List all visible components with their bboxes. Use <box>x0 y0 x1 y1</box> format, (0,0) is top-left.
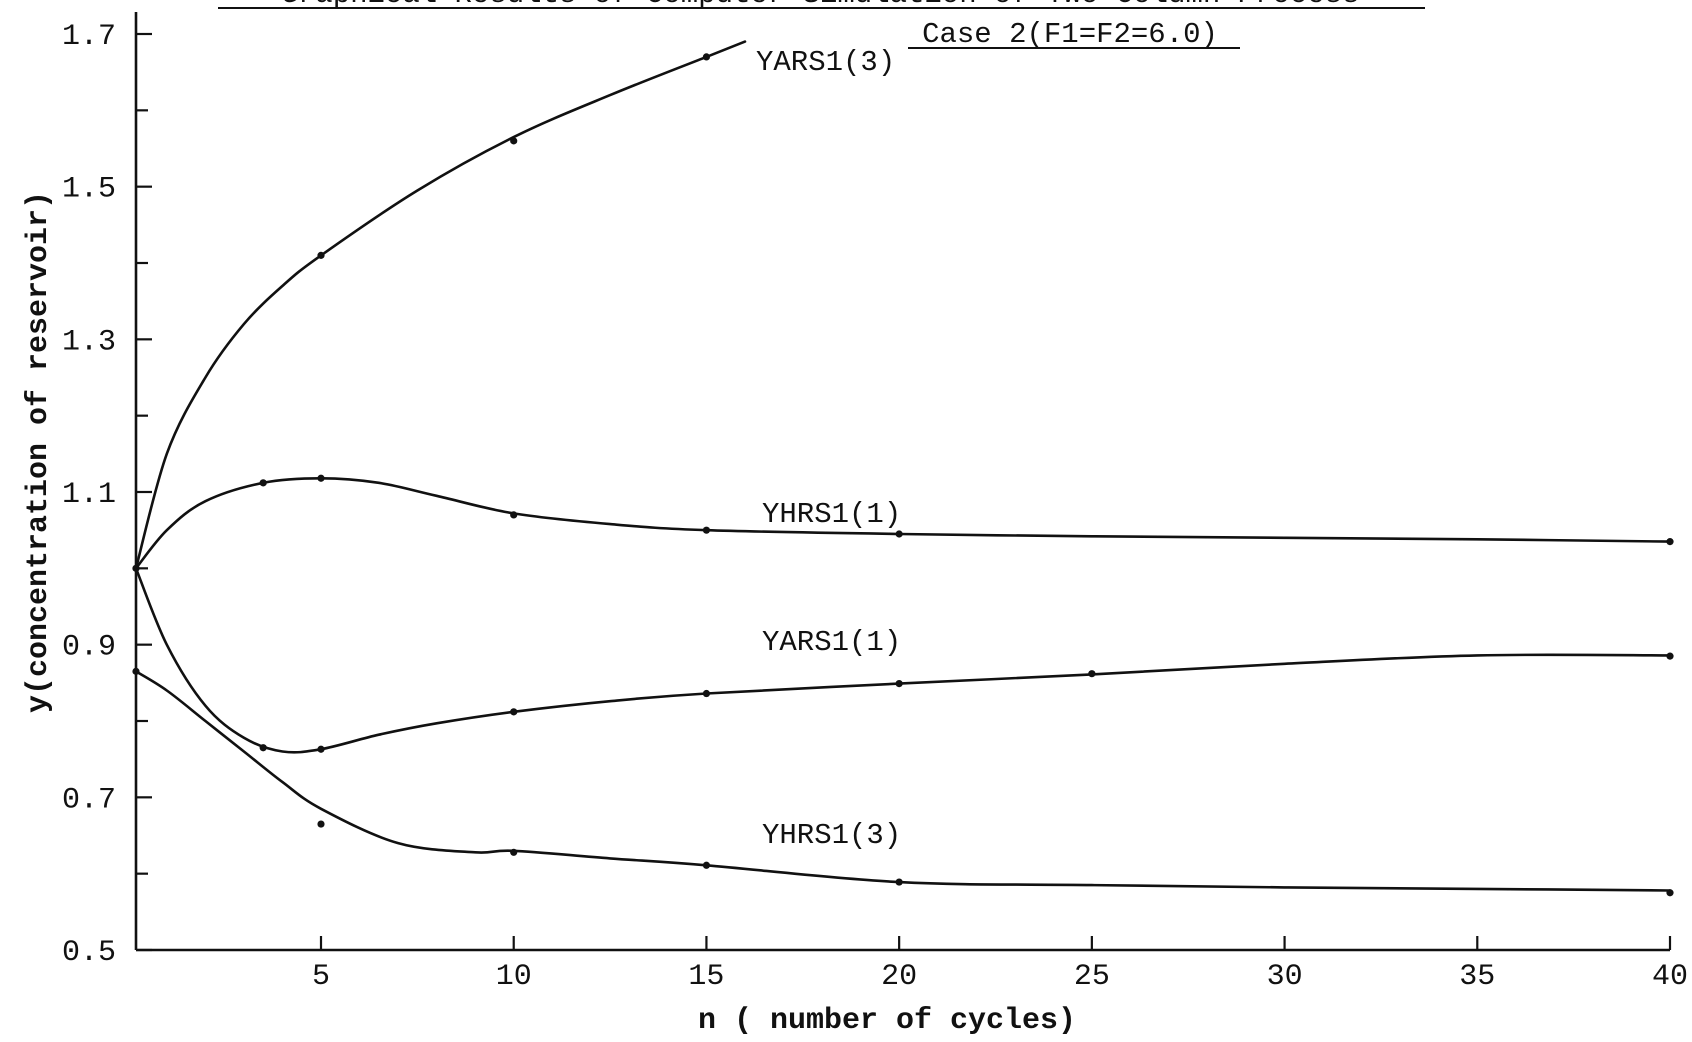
data-point <box>702 53 711 61</box>
data-point <box>510 848 518 856</box>
data-point <box>1088 670 1096 678</box>
y-tick-label: 1.7 <box>62 20 116 54</box>
x-tick-label: 5 <box>312 960 330 994</box>
y-tick-label: 1.3 <box>62 325 116 359</box>
labels: Graphical Results of Computer Simulation… <box>22 0 1425 1038</box>
data-point <box>317 251 325 259</box>
data-point <box>895 530 903 538</box>
data-point <box>259 744 267 752</box>
axes: 5 10 15 20 25 30 35 40 0.5 0.7 0.9 1.1 1.3 1.5 1.7 <box>62 12 1688 994</box>
data-point <box>317 745 325 753</box>
data-point <box>1666 889 1674 897</box>
series-yars1-3: YARS1(3) <box>134 40 895 570</box>
series-line <box>134 670 1672 892</box>
data-point <box>895 679 903 688</box>
x-tick-label: 20 <box>881 960 917 994</box>
series-lines: YARS1(3) YHRS1(1) YARS1(1) YHRS1(3) <box>132 40 1674 897</box>
data-point <box>1666 652 1674 660</box>
data-point <box>510 511 518 519</box>
series-label: YHRS1(1) <box>762 498 901 531</box>
y-tick-label: 0.9 <box>62 631 116 665</box>
data-point <box>510 708 518 716</box>
x-axis-title: n ( number of cycles) <box>698 1004 1076 1038</box>
series-yars1-1: YARS1(1) <box>134 567 1674 754</box>
x-tick-label: 40 <box>1652 960 1688 994</box>
series-label: YARS1(3) <box>756 46 895 79</box>
series-line <box>134 567 1672 754</box>
data-point <box>132 667 140 675</box>
x-tick-label: 15 <box>688 960 724 994</box>
y-tick-label: 1.5 <box>62 173 116 207</box>
x-tick-label: 35 <box>1459 960 1495 994</box>
y-axis-title: y(concentration of reservoir) <box>22 191 56 713</box>
y-tick-label: 0.5 <box>62 936 116 970</box>
series-label: YHRS1(3) <box>762 819 901 852</box>
data-point <box>317 474 325 482</box>
data-point <box>510 137 518 145</box>
data-point <box>895 878 903 886</box>
series-line <box>134 40 747 570</box>
chart-subtitle: Case 2(F1=F2=6.0) <box>922 18 1218 51</box>
data-point <box>317 820 325 828</box>
data-point <box>1666 538 1674 546</box>
x-tick-label: 10 <box>496 960 532 994</box>
data-point <box>702 861 711 869</box>
series-yhrs1-1: YHRS1(1) <box>132 474 1674 572</box>
series-yhrs1-3: YHRS1(3) <box>132 667 1674 897</box>
y-tick-label: 1.1 <box>62 478 116 512</box>
data-point <box>702 689 711 698</box>
y-tick-label: 0.7 <box>62 783 116 817</box>
chart-title: Graphical Results of Computer Simulation… <box>281 0 1360 11</box>
series-label: YARS1(1) <box>762 626 901 659</box>
series-line <box>134 477 1672 570</box>
data-point <box>259 479 267 487</box>
x-tick-label: 30 <box>1267 960 1303 994</box>
data-point <box>702 526 711 534</box>
x-tick-label: 25 <box>1074 960 1110 994</box>
